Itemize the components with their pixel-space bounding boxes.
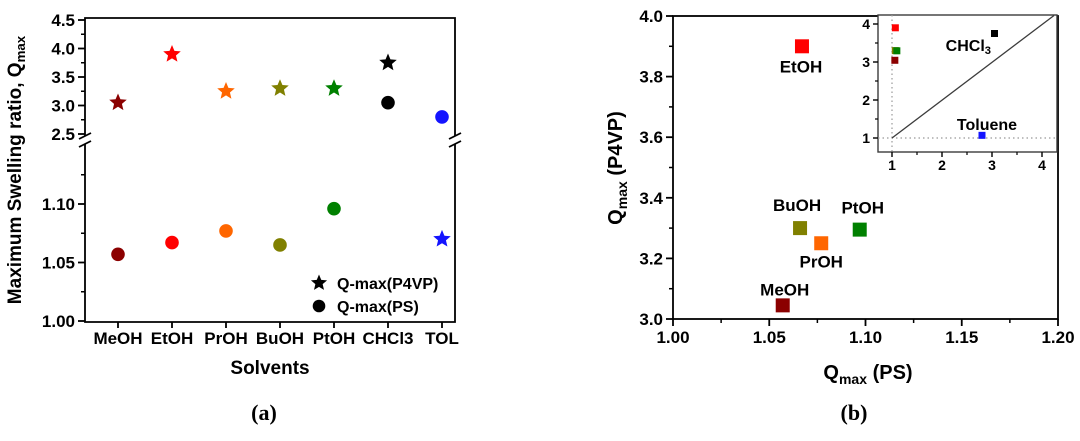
panel-b-points: MeOH EtOH PrOH BuOH PtOH — [760, 39, 884, 313]
inset-frame — [877, 14, 1058, 153]
inset-x-tick-label: 1 — [888, 157, 896, 173]
marker-circle-CHCl3 — [381, 95, 395, 110]
marker-star-PtOH — [325, 79, 343, 96]
panel-a-chart: 2.5 3.0 3.5 4.0 4.5 1.00 1.05 1.10 MeOH EtOH PrOH B… — [5, 11, 462, 379]
axis-break-mark — [448, 132, 462, 140]
x-category-label: TOL — [425, 329, 459, 348]
x-category-label: EtOH — [151, 329, 194, 348]
x-tick-label: 1.00 — [656, 328, 689, 347]
point-PtOH — [852, 222, 867, 237]
panel-b-y-ticks: 3.0 3.2 3.4 3.6 3.8 4.0 — [639, 7, 673, 329]
y-tick-label: 3.0 — [639, 310, 663, 329]
y-tick-label: 3.0 — [51, 97, 75, 116]
x-category-label: CHCl3 — [362, 329, 413, 348]
x-category-label: PrOH — [204, 329, 247, 348]
point-PrOH — [814, 236, 829, 251]
y-tick-label: 1.00 — [42, 312, 75, 331]
y-tick-label: 3.6 — [639, 128, 663, 147]
axis-break-mark — [448, 140, 462, 148]
marker-circle-MeOH — [111, 247, 125, 262]
marker-circle-PrOH — [219, 224, 233, 238]
point-label-PtOH: PtOH — [841, 199, 884, 218]
point-MeOH — [775, 298, 790, 313]
axis-break-mark — [78, 132, 92, 140]
panel-b-x-ticks: 1.00 1.05 1.10 1.15 1.20 — [656, 319, 1075, 347]
x-tick-label: 1.05 — [753, 328, 786, 347]
inset-point-MeOH — [891, 56, 899, 64]
marker-star-EtOH — [163, 45, 181, 62]
panel-a-x-ticks: MeOH EtOH PrOH BuOH PtOH CHCl3 TOL — [93, 322, 459, 348]
inset-diagonal-line — [891, 14, 1055, 139]
inset-y-tick-label: 4 — [862, 16, 870, 32]
x-tick-label: 1.15 — [945, 328, 978, 347]
x-category-label: BuOH — [256, 329, 304, 348]
inset-annotation-toluene: Toluene — [957, 117, 1017, 134]
inset-point-PtOH — [893, 47, 901, 55]
y-tick-label: 3.5 — [51, 68, 75, 87]
inset-y-tick-label: 1 — [862, 130, 870, 146]
legend-star-icon — [310, 274, 328, 290]
inset-point-Toluene — [978, 131, 986, 139]
inset-x-tick-label: 4 — [1038, 157, 1046, 173]
axis-break-mark — [78, 140, 92, 148]
legend-label-ps: Q-max(PS) — [337, 299, 419, 316]
panel-b-letter: (b) — [840, 400, 868, 425]
point-label-EtOH: EtOH — [780, 57, 823, 76]
panel-a-y-ticks: 2.5 3.0 3.5 4.0 4.5 1.00 1.05 1.10 — [42, 11, 85, 331]
marker-star-TOL — [433, 229, 451, 247]
panel-b-y-axis-title: Qmax (P4VP) — [605, 111, 630, 225]
marker-circle-EtOH — [165, 235, 179, 250]
inset-y-tick-label: 3 — [862, 54, 870, 70]
y-tick-label: 3.4 — [639, 189, 663, 208]
y-tick-label: 1.05 — [42, 254, 75, 273]
panel-a-y-axis-title: Maximum Swelling ratio, Qmax — [5, 35, 28, 304]
marker-circle-PtOH — [327, 201, 341, 216]
inset-x-tick-label: 3 — [988, 157, 996, 173]
marker-circle-TOL — [435, 110, 449, 124]
panel-a-x-axis-title: Solvents — [230, 358, 309, 379]
marker-star-PrOH — [217, 82, 235, 99]
marker-star-CHCl3 — [379, 53, 397, 71]
point-label-PrOH: PrOH — [799, 252, 842, 271]
y-tick-label: 3.2 — [639, 249, 663, 268]
panel-b-chart: 1.00 1.05 1.10 1.15 1.20 3.0 3.2 3.4 3.6 3.8 4.0 Me… — [605, 7, 1075, 387]
inset-y-tick-label: 2 — [862, 92, 870, 108]
marker-star-BuOH — [271, 79, 289, 96]
legend-label-p4vp: Q-max(P4VP) — [337, 276, 438, 293]
panel-a-markers — [109, 45, 451, 262]
inset-point-EtOH — [891, 24, 899, 32]
inset-annotation-chcl3: CHCl3 — [946, 38, 991, 57]
x-tick-label: 1.20 — [1041, 328, 1074, 347]
y-tick-label: 4.0 — [51, 40, 75, 59]
x-category-label: PtOH — [313, 329, 356, 348]
x-category-label: MeOH — [93, 329, 142, 348]
inset-point-CHCl3 — [991, 30, 998, 37]
panel-a-legend: Q-max(P4VP) Q-max(PS) — [310, 274, 438, 316]
inset-x-tick-label: 2 — [938, 157, 946, 173]
y-tick-label: 4.0 — [639, 7, 663, 26]
x-tick-label: 1.10 — [849, 328, 882, 347]
panel-a-letter: (a) — [251, 400, 277, 425]
y-tick-label: 3.8 — [639, 68, 663, 87]
y-tick-label: 1.10 — [42, 195, 75, 214]
point-label-BuOH: BuOH — [773, 196, 821, 215]
point-label-MeOH: MeOH — [760, 280, 809, 299]
panel-b-x-axis-title: Qmax (PS) — [823, 362, 912, 387]
marker-circle-BuOH — [273, 238, 287, 252]
y-tick-label: 4.5 — [51, 11, 75, 30]
y-tick-label: 2.5 — [51, 125, 75, 144]
point-EtOH — [794, 39, 809, 54]
point-BuOH — [793, 221, 808, 236]
panel-b-inset: 1 2 3 4 1 2 3 4 CHCl3 Toluene — [862, 14, 1058, 173]
legend-circle-icon — [312, 299, 326, 313]
marker-star-MeOH — [109, 93, 127, 111]
